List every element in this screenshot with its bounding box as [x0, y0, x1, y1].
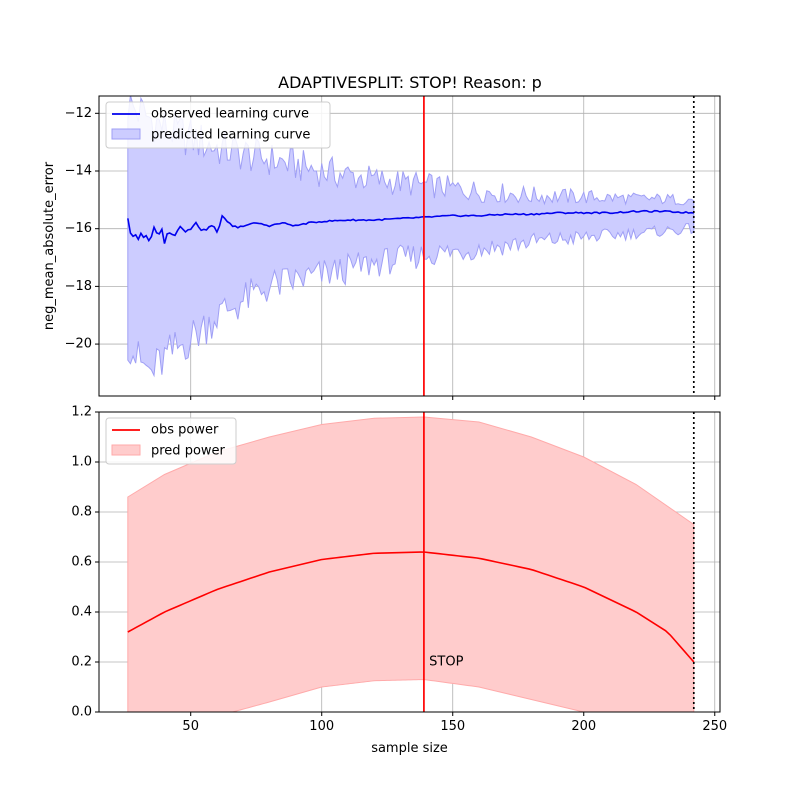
y-tick-label: 1.2	[71, 405, 92, 420]
legend-band-swatch	[111, 444, 141, 456]
legend-band-swatch	[111, 128, 141, 140]
axes-frame	[98, 95, 721, 397]
legend: observed learning curve predicted learnin…	[105, 101, 331, 149]
x-tick-label: 200	[571, 719, 596, 734]
y-tick-label: −20	[65, 337, 92, 352]
y-axis-label: neg_mean_absolute_error	[42, 161, 57, 330]
legend: obs power pred power	[105, 417, 237, 465]
legend-label: predicted learning curve	[151, 128, 310, 143]
prediction-band	[127, 416, 695, 712]
plot-area	[127, 416, 695, 712]
y-tick-label: −14	[65, 164, 92, 179]
y-tick-label: −18	[65, 279, 92, 294]
x-tick-label: 150	[440, 719, 465, 734]
y-tick-label: 0.4	[71, 605, 92, 620]
y-tick-label: −16	[65, 221, 92, 236]
observed-curve-line	[127, 209, 694, 244]
y-tick-label: 1.0	[71, 455, 92, 470]
y-tick-label: −12	[65, 106, 92, 121]
chart-title: ADAPTIVESPLIT: STOP! Reason: p	[278, 73, 542, 92]
legend-label: obs power	[151, 423, 219, 438]
x-axis-label: sample size	[371, 741, 448, 756]
power-curve-line	[127, 551, 695, 663]
x-tick-label: 100	[309, 719, 334, 734]
y-tick-label: 0.6	[71, 555, 92, 570]
learning-curve-panel: −12 −14 −16 −18 −20 neg_mean_absolute_error ob…	[42, 95, 721, 400]
legend-box	[105, 101, 331, 149]
y-tick-label: 0.2	[71, 655, 92, 670]
y-tick-label: 0.8	[71, 505, 92, 520]
y-tick-label: 0.0	[71, 705, 92, 720]
power-panel: STOP 50 100 150 200 250 0.0 0.2 0.4 0.6 0.8 1.0 1.2 s…	[71, 405, 727, 757]
x-tick-label: 250	[702, 719, 727, 734]
x-tick-label: 50	[182, 719, 199, 734]
legend-label: pred power	[151, 444, 226, 459]
legend-label: observed learning curve	[151, 107, 309, 122]
stop-annotation: STOP	[429, 655, 463, 670]
